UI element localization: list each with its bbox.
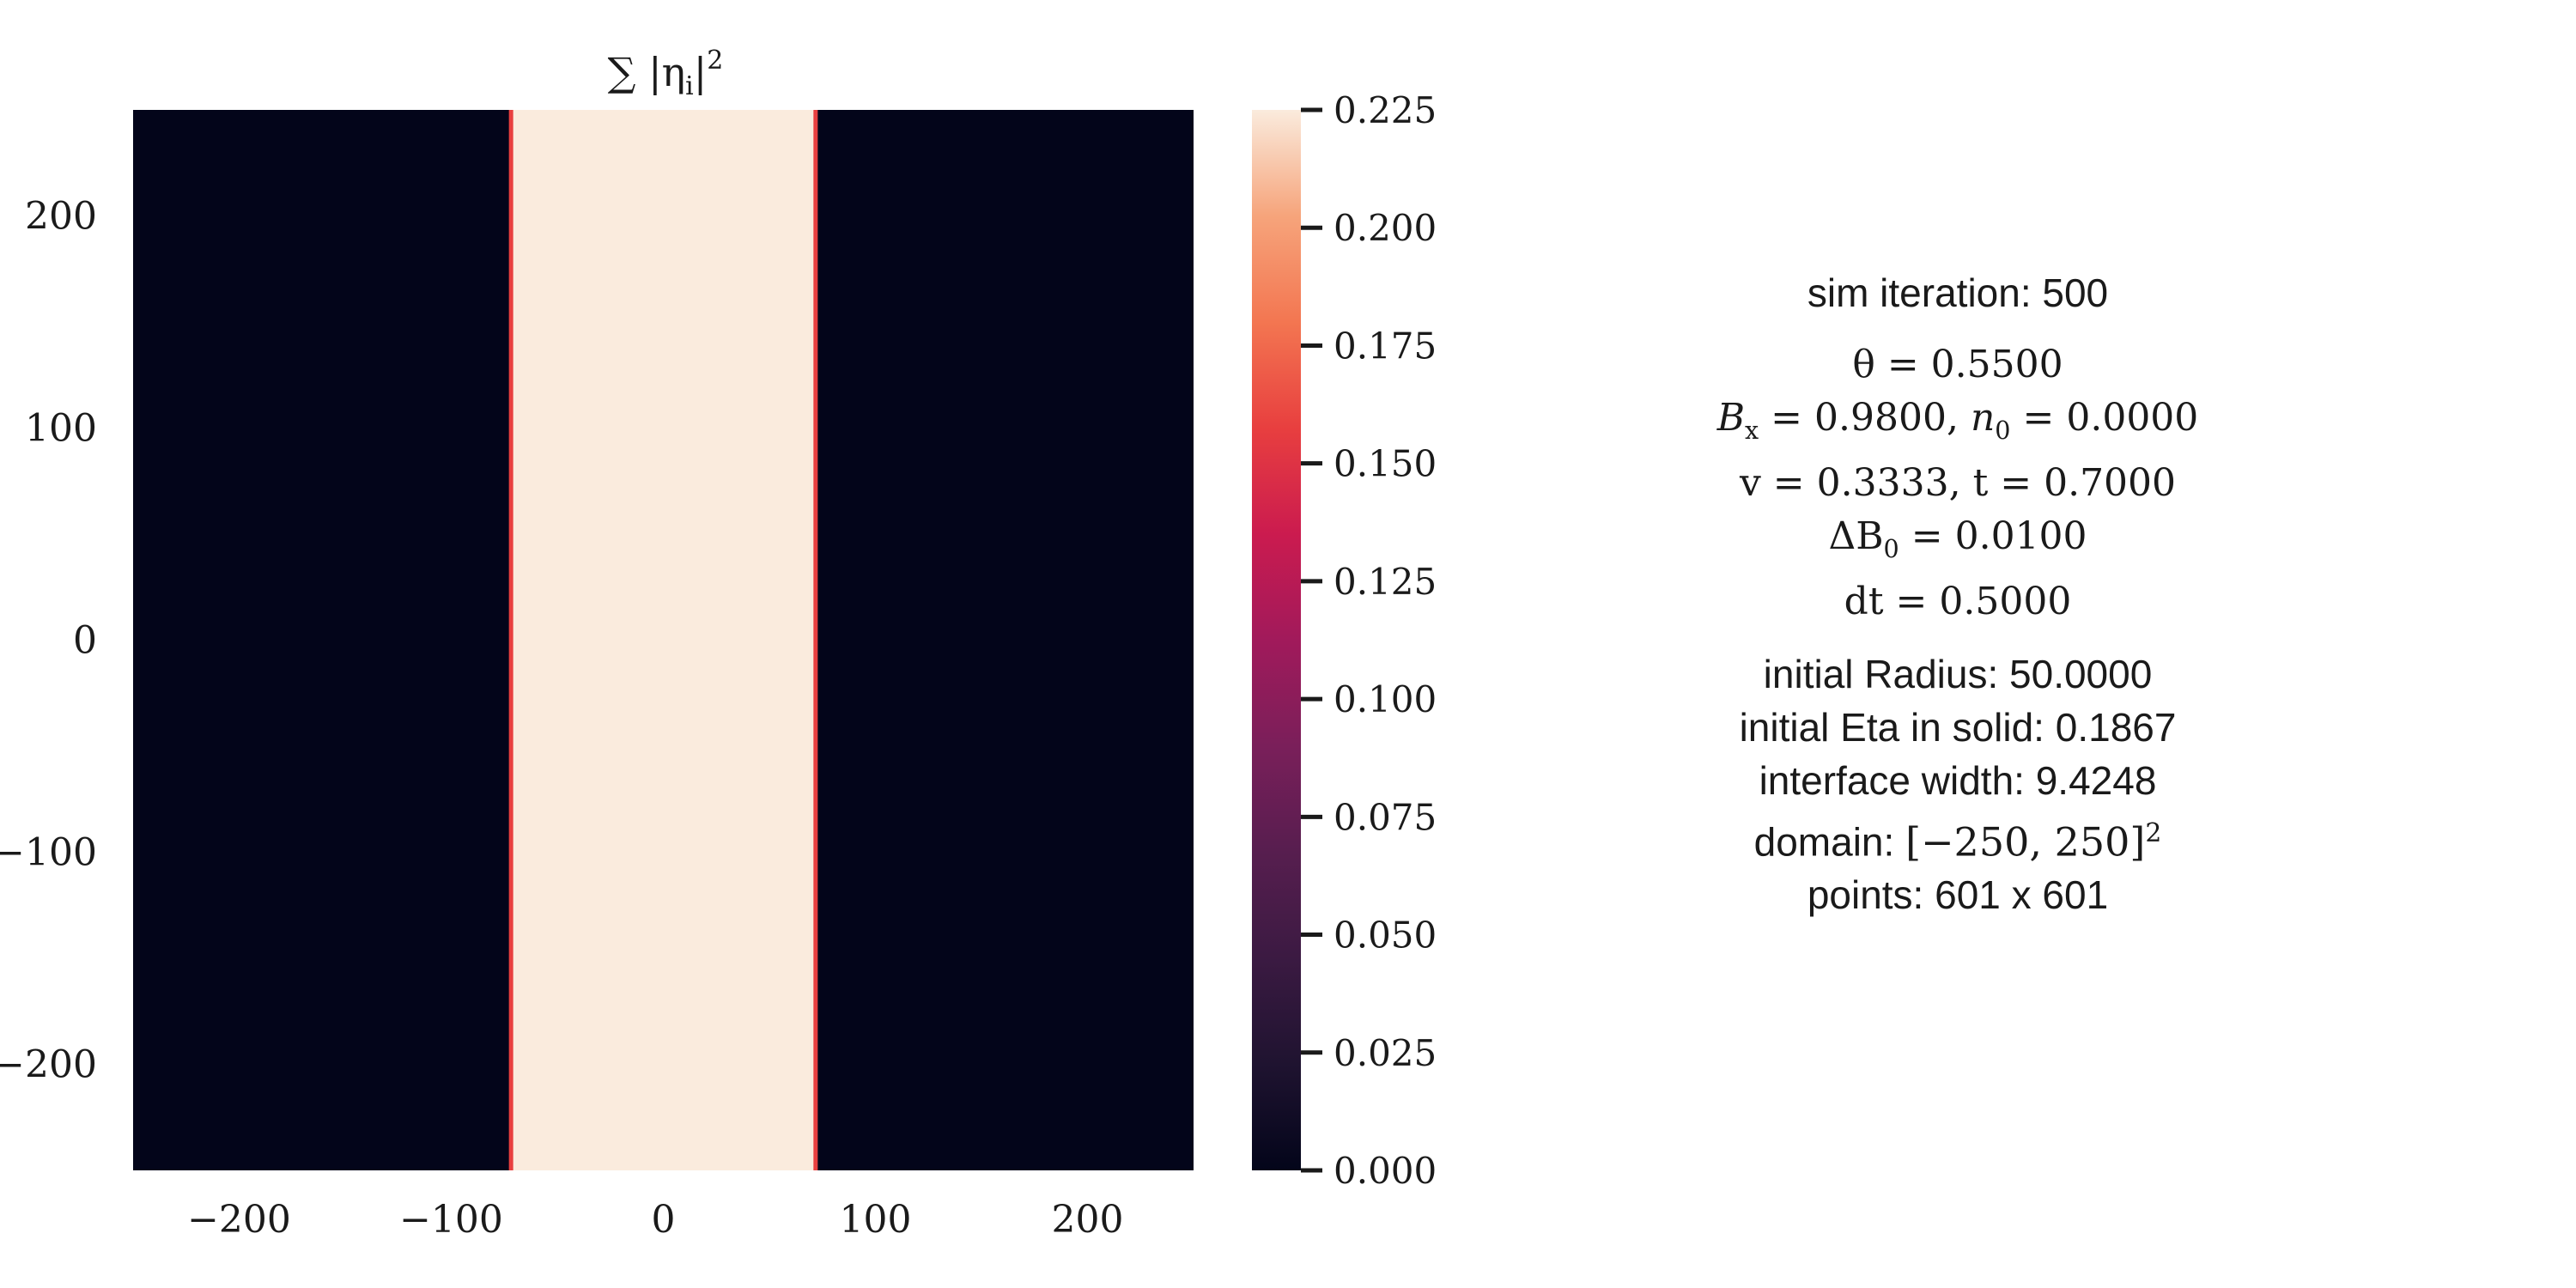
heatmap-band-region xyxy=(510,110,817,1170)
y-tick-label: −100 xyxy=(0,831,97,875)
initial-eta-text: initial Eta in solid: 0.1867 xyxy=(1739,704,2177,750)
x-tick-label: 0 xyxy=(652,1198,676,1242)
interface-width-text: interface width: 9.4248 xyxy=(1759,757,2157,803)
delta-b0-text: ΔB0 = 0.0100 xyxy=(1828,513,2087,563)
band-edge-right xyxy=(813,110,818,1170)
x-tick-label: 100 xyxy=(840,1198,912,1242)
x-tick-label: −100 xyxy=(399,1198,503,1242)
x-axis-ticks: −200 −100 0 100 200 xyxy=(187,1198,1123,1242)
v-t-text: v = 0.3333, t = 0.7000 xyxy=(1739,460,2177,505)
chart-title: ∑ |ηi|2 xyxy=(608,46,724,101)
colorbar-ticks: 0.000 0.025 0.050 0.075 0.100 0.125 0.150 0.175… xyxy=(1301,89,1437,1192)
points-text: points: 601 x 601 xyxy=(1807,872,2109,917)
bx-n0-text: Bx = 0.9800, n0 = 0.0000 xyxy=(1716,396,2199,445)
colorbar-tick-label: 0.050 xyxy=(1334,914,1437,957)
dt-text: dt = 0.5000 xyxy=(1844,579,2072,623)
sim-iteration-text: sim iteration: 500 xyxy=(1807,270,2109,315)
band-edge-left xyxy=(508,110,513,1170)
colorbar-tick-label: 0.000 xyxy=(1334,1150,1437,1192)
colorbar-tick-label: 0.125 xyxy=(1334,561,1437,603)
colorbar-tick-label: 0.200 xyxy=(1334,207,1437,249)
theta-text: θ = 0.5500 xyxy=(1852,343,2063,386)
colorbar-tick-label: 0.175 xyxy=(1334,325,1437,367)
colorbar-tick-label: 0.100 xyxy=(1334,678,1437,720)
colorbar-tick-label: 0.150 xyxy=(1334,443,1437,485)
y-tick-label: 0 xyxy=(73,619,97,663)
colorbar-tick-label: 0.225 xyxy=(1334,89,1437,131)
heatmap-plot xyxy=(133,110,1194,1170)
colorbar-tick-label: 0.025 xyxy=(1334,1032,1437,1074)
y-axis-ticks: −200 −100 0 100 200 xyxy=(0,195,97,1087)
x-tick-label: 200 xyxy=(1052,1198,1124,1242)
x-tick-label: −200 xyxy=(187,1198,291,1242)
initial-radius-text: initial Radius: 50.0000 xyxy=(1763,651,2153,696)
colorbar-tick-label: 0.075 xyxy=(1334,796,1437,838)
domain-text: domain: [−250, 250]2 xyxy=(1753,817,2162,865)
y-tick-label: −200 xyxy=(0,1043,97,1087)
y-tick-label: 200 xyxy=(25,195,97,239)
colorbar xyxy=(1252,110,1301,1170)
y-tick-label: 100 xyxy=(25,407,97,451)
simulation-info-panel: sim iteration: 500 θ = 0.5500 Bx = 0.980… xyxy=(1623,266,2293,921)
